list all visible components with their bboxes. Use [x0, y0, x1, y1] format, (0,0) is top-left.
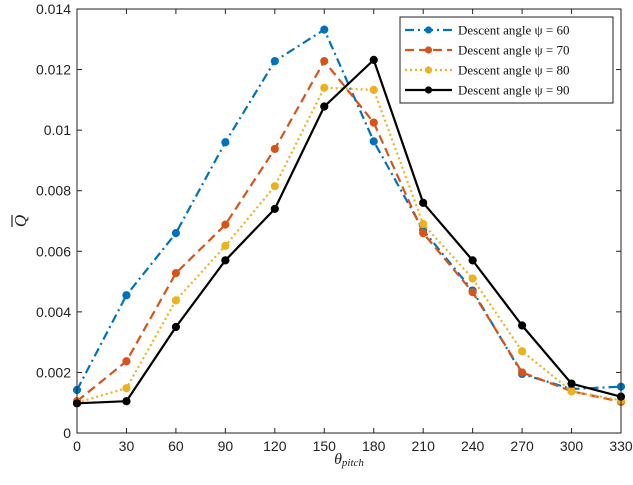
data-point: [369, 55, 378, 64]
data-point: [369, 118, 378, 127]
data-point: [122, 291, 131, 300]
data-point: [369, 85, 378, 94]
series-3: [72, 83, 626, 407]
data-point: [419, 198, 428, 207]
legend-entry-label: Descent angle ψ = 60: [458, 23, 570, 38]
y-tick-label: 0.012: [36, 62, 71, 78]
data-point: [221, 241, 230, 250]
x-tick-label: 300: [560, 438, 584, 454]
series-line: [76, 58, 622, 405]
data-point: [567, 379, 576, 388]
data-point: [320, 102, 329, 111]
legend-entry-label: Descent angle ψ = 70: [458, 43, 570, 58]
legend-entry-label: Descent angle ψ = 90: [458, 83, 570, 98]
x-tick-label: 90: [218, 438, 234, 454]
data-point: [270, 204, 279, 213]
legend-marker: [424, 86, 433, 94]
legend-entry-label: Descent angle ψ = 80: [458, 63, 570, 78]
x-tick-label: 60: [168, 438, 184, 454]
data-point: [468, 256, 477, 265]
data-point: [419, 229, 428, 238]
data-point: [517, 347, 527, 356]
y-tick-label: 0.004: [36, 304, 71, 320]
data-point: [122, 357, 131, 366]
y-axis-label-group: Q: [11, 215, 30, 227]
y-tick-label: 0.008: [36, 183, 71, 199]
data-point: [468, 288, 477, 297]
x-tick-label: 0: [73, 438, 81, 454]
x-tick-label: 240: [461, 438, 485, 454]
series-line: [76, 59, 622, 403]
y-tick-label: 0.014: [36, 1, 71, 17]
x-tick-label: 270: [510, 438, 534, 454]
legend: Descent angle ψ = 60 Descent angle ψ = 70…: [399, 16, 614, 104]
data-point: [221, 256, 230, 265]
data-point: [221, 138, 230, 147]
data-point: [369, 137, 378, 146]
legend-marker: [424, 66, 433, 74]
axes-frame: [76, 8, 622, 434]
data-point: [270, 56, 279, 66]
data-point: [320, 83, 329, 92]
x-axis-label: θpitch: [334, 451, 364, 469]
x-tick-label: 150: [313, 438, 337, 454]
y-tick-label: 0: [63, 425, 71, 441]
data-point: [419, 219, 428, 229]
y-tick-label: 0.002: [36, 364, 71, 380]
data-point: [171, 322, 181, 332]
data-point: [122, 397, 131, 406]
data-point: [171, 296, 181, 305]
data-point: [270, 144, 279, 154]
data-point: [320, 56, 329, 66]
x-tick-label: 120: [263, 438, 287, 454]
y-axis-label: Q: [11, 215, 30, 227]
data-point: [567, 387, 576, 396]
data-point: [468, 274, 477, 283]
data-point: [122, 384, 131, 393]
legend-marker: [424, 26, 433, 34]
x-tick-label: 210: [412, 438, 436, 454]
series-line: [76, 86, 622, 404]
x-axis-label-sub: pitch: [341, 457, 364, 469]
x-tick-label: 30: [119, 438, 135, 454]
legend-marker: [424, 46, 433, 54]
x-tick-label: 330: [609, 438, 633, 454]
data-point: [320, 25, 329, 34]
y-tick-label: 0.006: [36, 243, 71, 259]
x-tick-label: 180: [362, 438, 386, 454]
data-point: [171, 229, 181, 238]
legend-box: [399, 16, 614, 104]
y-tick-label: 0.01: [44, 122, 71, 138]
data-point: [270, 182, 279, 191]
data-point: [517, 368, 527, 377]
data-point: [221, 220, 230, 229]
data-point: [171, 268, 181, 278]
series-4: [72, 55, 626, 408]
x-axis-label-main: θ: [334, 451, 342, 468]
data-point: [517, 321, 527, 330]
